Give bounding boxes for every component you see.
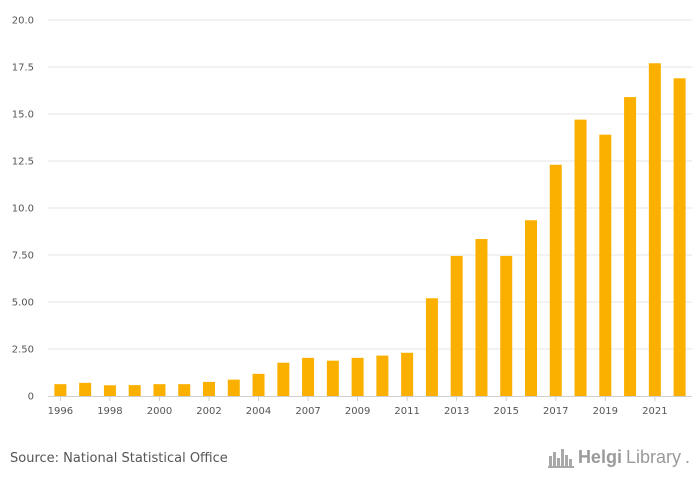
y-tick-label: 5.00 bbox=[12, 298, 34, 309]
x-tick-label: 2013 bbox=[444, 406, 469, 417]
bar-2016 bbox=[525, 220, 537, 396]
bar-2009 bbox=[351, 357, 364, 396]
x-axis-ticks: 1996 1998 2000 2002 2004 2007 2009 2011 2013 2015… bbox=[48, 396, 668, 417]
x-tick-label: 2002 bbox=[196, 406, 221, 417]
bar-2015 bbox=[500, 255, 513, 396]
bar-2005 bbox=[277, 362, 290, 396]
x-tick-label: 2000 bbox=[147, 406, 172, 417]
bar-1999 bbox=[128, 385, 141, 396]
x-tick-label: 2011 bbox=[394, 406, 419, 417]
bar-2010 bbox=[376, 355, 389, 396]
y-tick-label: 2.50 bbox=[12, 345, 34, 356]
y-tick-label: 20.0 bbox=[12, 16, 34, 27]
bar-2022 bbox=[673, 78, 686, 396]
bar-1996 bbox=[54, 384, 67, 396]
bar-2011 bbox=[401, 352, 414, 396]
bar-2003 bbox=[227, 379, 240, 396]
bar-2001 bbox=[178, 384, 191, 396]
y-tick-label: 0 bbox=[28, 392, 34, 403]
y-tick-label: 10.0 bbox=[12, 204, 34, 215]
bar-2000 bbox=[153, 384, 166, 396]
x-tick-label: 2017 bbox=[543, 406, 568, 417]
bar-2014 bbox=[475, 239, 488, 396]
city-skyline-icon bbox=[547, 449, 574, 468]
y-tick-label: 17.5 bbox=[12, 63, 34, 74]
gridlines bbox=[48, 19, 692, 350]
bar-2004 bbox=[252, 373, 265, 396]
x-tick-label: 2019 bbox=[593, 406, 618, 417]
bar-2018 bbox=[574, 119, 587, 396]
x-tick-label: 1998 bbox=[97, 406, 122, 417]
bar-2007 bbox=[302, 357, 315, 396]
bar-2002 bbox=[203, 381, 215, 396]
bar-2021 bbox=[648, 63, 661, 397]
y-tick-label: 12.5 bbox=[12, 157, 34, 168]
x-tick-label: 2021 bbox=[642, 406, 667, 417]
bar-2013 bbox=[450, 255, 463, 396]
x-tick-label: 2007 bbox=[295, 406, 320, 417]
chart-footer: Source: National Statistical Office Helg… bbox=[0, 440, 700, 483]
bar-2008 bbox=[326, 360, 339, 396]
brand-name-bold: Helgi bbox=[577, 446, 622, 467]
bar-1998 bbox=[103, 385, 116, 396]
x-tick-label: 2015 bbox=[494, 406, 519, 417]
bar-1997 bbox=[79, 382, 92, 396]
y-tick-label: 7.50 bbox=[12, 251, 34, 262]
bars bbox=[54, 63, 686, 397]
brand-dot: . bbox=[684, 446, 690, 467]
x-tick-label: 1996 bbox=[48, 406, 73, 417]
bar-2020 bbox=[624, 97, 637, 396]
y-axis-ticks: 0 2.50 5.00 7.50 10.0 12.5 15.0 17.5 20.0 bbox=[12, 16, 34, 403]
bar-2019 bbox=[599, 134, 612, 396]
brand-name-light: Library bbox=[625, 446, 681, 467]
x-tick-label: 2009 bbox=[345, 406, 370, 417]
bar-2012 bbox=[425, 298, 438, 396]
bar-2017 bbox=[549, 164, 562, 396]
x-tick-label: 2004 bbox=[246, 406, 271, 417]
source-note: Source: National Statistical Office bbox=[10, 451, 228, 466]
y-tick-label: 15.0 bbox=[12, 110, 34, 121]
brand-logo: Helgi Library. bbox=[547, 446, 690, 468]
